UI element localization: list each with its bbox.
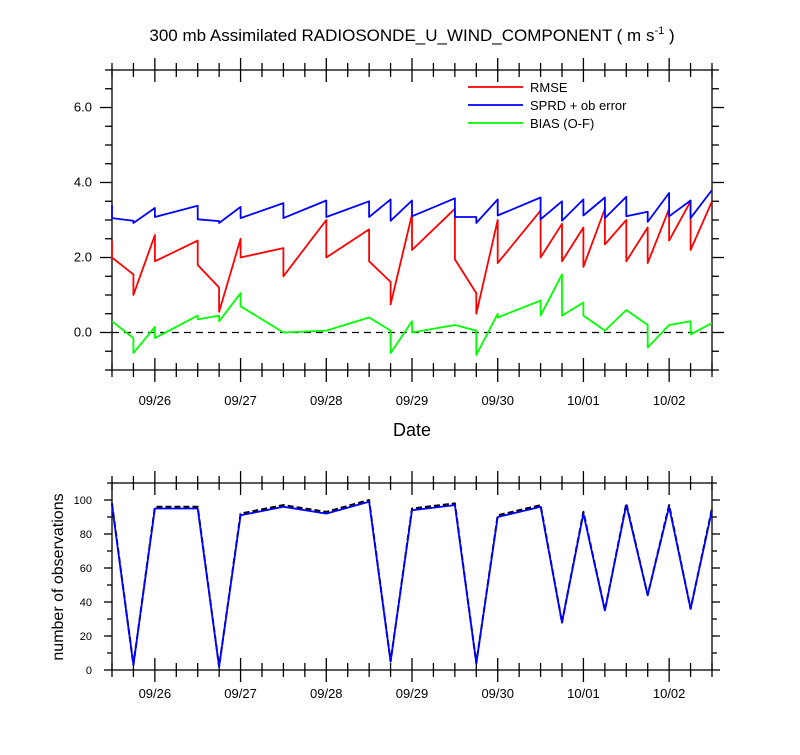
y-tick-label: 40 <box>80 597 92 609</box>
y-tick-label: 80 <box>80 529 92 541</box>
y-tick-label: 20 <box>80 631 92 643</box>
y-tick-label: 4.0 <box>74 175 92 190</box>
x-tick-label: 09/30 <box>481 393 514 408</box>
x-tick-label: 09/26 <box>139 393 172 408</box>
y-tick-label: 60 <box>80 563 92 575</box>
y-tick-label: 100 <box>74 495 92 507</box>
top-panel: 09/26 09/27 09/28 09/29 09/30 10/01 10/02 0.0 2.… <box>74 58 724 408</box>
legend-label: BIAS (O-F) <box>530 116 594 131</box>
y-tick-label: 2.0 <box>74 250 92 265</box>
x-tick-label: 10/02 <box>653 393 686 408</box>
bottom-y-axis-label: number of observations <box>50 493 67 660</box>
legend-label: RMSE <box>530 80 568 95</box>
x-tick-label: 10/01 <box>567 686 600 701</box>
x-tick-label: 09/26 <box>139 686 172 701</box>
bottom-panel: 09/26 09/27 09/28 09/29 09/30 10/01 10/02 0 20 40… <box>74 471 720 701</box>
top-x-axis-label: Date <box>393 420 431 440</box>
y-tick-label: 0 <box>86 665 92 677</box>
y-tick-label: 0.0 <box>74 325 92 340</box>
x-tick-label: 09/27 <box>224 393 257 408</box>
y-tick-label: 6.0 <box>74 100 92 115</box>
x-tick-label: 10/02 <box>653 686 686 701</box>
x-tick-label: 09/30 <box>481 686 514 701</box>
x-tick-label: 09/29 <box>396 686 429 701</box>
series-line-bias-o-f- <box>111 273 713 356</box>
x-tick-label: 09/27 <box>224 686 257 701</box>
x-tick-label: 10/01 <box>567 393 600 408</box>
x-tick-label: 09/29 <box>396 393 429 408</box>
chart-title: 300 mb Assimilated RADIOSONDE_U_WIND_COM… <box>149 25 674 45</box>
series-line-assimilated-observations <box>111 500 713 668</box>
series-line-rmse <box>111 200 713 315</box>
x-tick-label: 09/28 <box>310 686 343 701</box>
legend-label: SPRD + ob error <box>530 98 627 113</box>
x-tick-label: 09/28 <box>310 393 343 408</box>
chart-title-unit-superscript: -1 <box>654 25 664 37</box>
series-line-sprd-ob-error <box>111 189 713 224</box>
